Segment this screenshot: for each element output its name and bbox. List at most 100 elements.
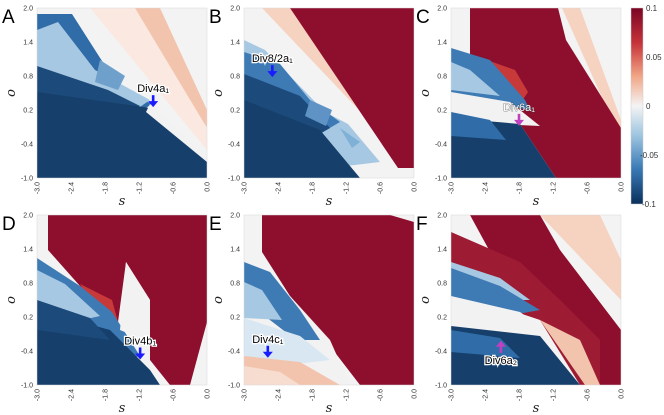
panel-label-e: E (209, 214, 222, 235)
x-tick-label: -2.4 (276, 389, 283, 401)
y-tick-label: 2.0 (437, 6, 447, 13)
y-tick-label: -1.0 (21, 176, 33, 183)
panel-b (243, 7, 415, 179)
y-tick-label: -1.0 (228, 176, 240, 183)
colorbar: 0.1 0.05 0 -0.05 -0.1 (630, 4, 662, 209)
x-tick-label: -1.2 (551, 389, 558, 401)
x-tick-label: -3.0 (35, 182, 42, 194)
y-tick-label: 1.4 (23, 247, 33, 254)
y-tick-label: 1.4 (230, 40, 240, 47)
y-tick-label: 0.2 (437, 315, 447, 322)
y-tick-label: 2.0 (230, 213, 240, 220)
y-tick-label: -0.4 (21, 349, 33, 356)
panel-label-d: D (2, 214, 16, 235)
y-tick-label: -0.4 (228, 349, 240, 356)
y-axis-label: o (4, 89, 19, 97)
annotation-arrow-head (262, 351, 273, 358)
x-axis-label: s (533, 194, 540, 209)
x-tick-label: -0.6 (171, 389, 178, 401)
x-tick-label: -1.2 (344, 389, 351, 401)
y-tick-label: -1.0 (21, 383, 33, 390)
y-tick-label: 0.8 (437, 281, 447, 288)
colorbar-tick-4: -0.1 (642, 200, 656, 209)
annotation-label: Div4a₁ (137, 83, 169, 95)
y-axis-label: o (418, 89, 433, 97)
heatmap-f (451, 215, 621, 385)
panel-label-c: C (416, 7, 430, 28)
x-tick-label: -0.6 (585, 182, 592, 194)
x-tick-label: -1.2 (137, 389, 144, 401)
y-tick-label: 1.4 (23, 40, 33, 47)
annotation-arrow-head (267, 71, 278, 78)
annotation-label: Div4b₁ (124, 336, 156, 348)
x-tick-label: -1.8 (103, 182, 110, 194)
y-tick-label: 0.2 (437, 108, 447, 115)
x-tick-label: -1.2 (344, 182, 351, 194)
panel-c (450, 7, 622, 179)
y-tick-label: 2.0 (230, 6, 240, 13)
y-tick-label: 0.2 (230, 315, 240, 322)
x-tick-label: -3.0 (449, 182, 456, 194)
x-tick-label: -1.8 (517, 389, 524, 401)
panel-d (36, 214, 208, 386)
x-axis-label: s (533, 401, 540, 415)
x-tick-label: -0.6 (378, 389, 385, 401)
y-axis-label: o (418, 296, 433, 304)
x-tick-label: -0.6 (585, 389, 592, 401)
axes-overlay: A 2.01.40.80.2-0.4-1.0-3.0 -2.4 -1.8 -1.2 -0.… (2, 6, 626, 415)
panel-label-a: A (2, 7, 15, 28)
heatmap-c (451, 8, 621, 178)
x-tick-label: -1.2 (137, 182, 144, 194)
y-tick-label: 0.8 (23, 74, 33, 81)
x-tick-label: -0.6 (171, 182, 178, 194)
x-tick-label: -1.2 (551, 182, 558, 194)
annotation-arrow-head (135, 353, 146, 360)
x-tick-label: 0.0 (412, 182, 419, 192)
heatmap-d (37, 215, 207, 385)
y-tick-label: 1.4 (230, 247, 240, 254)
y-tick-label: -0.4 (435, 142, 447, 149)
panel-label-f: F (416, 214, 428, 235)
y-tick-label: -1.0 (228, 383, 240, 390)
y-tick-label: 2.0 (437, 213, 447, 220)
y-tick-label: 0.8 (437, 74, 447, 81)
y-tick-label: 1.4 (437, 40, 447, 47)
annotation-label: Div6a₂ (485, 355, 517, 367)
y-axis-label: o (211, 89, 226, 97)
heatmap-a (37, 8, 207, 178)
heatmap-e (244, 215, 414, 385)
colorbar-tick-1: 0.05 (646, 53, 662, 62)
x-tick-label: 0.0 (619, 389, 626, 399)
x-tick-label: -1.8 (517, 182, 524, 194)
y-tick-label: -1.0 (435, 176, 447, 183)
y-tick-label: -1.0 (435, 383, 447, 390)
x-tick-label: 0.0 (412, 389, 419, 399)
y-tick-label: 1.4 (437, 247, 447, 254)
annotation-label: Div8/2a₁ (252, 53, 293, 65)
x-axis-label: s (326, 194, 333, 209)
panel-e (243, 214, 415, 386)
x-axis-label: s (119, 194, 126, 209)
x-tick-label: -3.0 (242, 389, 249, 401)
y-tick-label: 0.8 (23, 281, 33, 288)
x-tick-label: -1.8 (310, 182, 317, 194)
x-tick-label: -2.4 (69, 182, 76, 194)
annotation-arrow-head (148, 101, 159, 108)
y-tick-label: 0.8 (230, 281, 240, 288)
x-tick-label: -2.4 (483, 182, 490, 194)
y-tick-label: 2.0 (23, 6, 33, 13)
x-tick-label: -2.4 (483, 389, 490, 401)
x-tick-label: 0.0 (205, 182, 212, 192)
y-axis-label: o (211, 296, 226, 304)
y-tick-label: -0.4 (21, 142, 33, 149)
panel-f (450, 214, 622, 386)
annotation-arrow-head (495, 340, 506, 347)
x-axis-label: s (326, 401, 333, 415)
y-tick-label: 0.2 (23, 315, 33, 322)
x-tick-label: -0.6 (378, 182, 385, 194)
colorbar-tick-2: 0 (646, 102, 651, 111)
y-axis-label: o (4, 296, 19, 304)
x-tick-label: -2.4 (69, 389, 76, 401)
x-axis-label: s (119, 401, 126, 415)
